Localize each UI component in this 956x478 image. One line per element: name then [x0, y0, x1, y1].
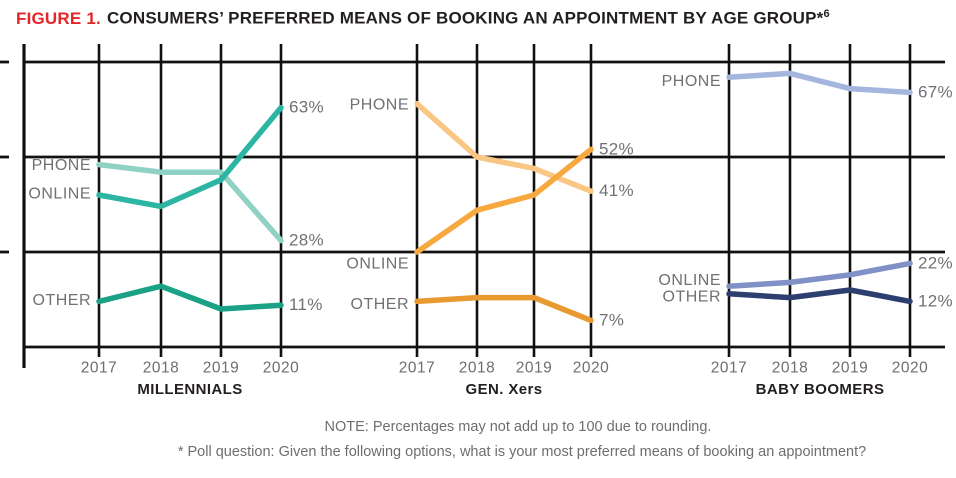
figure-number: FIGURE 1. [16, 8, 101, 28]
gen-xers-phone-value: 41% [599, 181, 634, 200]
gen-xers-online-value: 52% [599, 139, 634, 158]
gen-xers-phone-line [414, 101, 594, 194]
gen-xers-online-label: ONLINE [346, 256, 409, 273]
gen-xers-online-line [414, 146, 594, 255]
gen-xers-year-label: 2017 [399, 359, 435, 376]
gen-xers-year-label: 2018 [459, 359, 495, 376]
baby-boomers-online-value: 22% [918, 253, 953, 272]
baby-boomers-year-label: 2020 [892, 359, 928, 376]
panel-title-baby-boomers: BABY BOOMERS [755, 381, 885, 398]
baby-boomers-other-value: 12% [918, 291, 953, 310]
chart-labels: 2017 2018 2019 2020 PHONE 28% ONLINE 63% OTHER 11… [28, 73, 953, 377]
gen-xers-other-line [414, 294, 594, 324]
baby-boomers-phone-line [726, 70, 913, 96]
gen-xers-phone-label: PHONE [350, 96, 409, 113]
millennials-other-line [96, 283, 284, 312]
millennials-phone-label: PHONE [32, 157, 91, 174]
millennials-year-label: 2017 [81, 359, 117, 376]
baby-boomers-online-line [726, 260, 913, 289]
millennials-online-value: 63% [289, 98, 324, 117]
millennials-online-line [96, 104, 284, 210]
panel-title-gen-xers: GEN. Xers [465, 381, 543, 398]
millennials-year-label: 2018 [143, 359, 179, 376]
gen-xers-other-value: 7% [599, 310, 624, 329]
baby-boomers-online-label: ONLINE [658, 272, 721, 289]
millennials-year-label: 2019 [203, 359, 239, 376]
millennials-online-label: ONLINE [28, 186, 91, 203]
millennials-other-label: OTHER [33, 292, 92, 309]
horizontal-gridlines [0, 44, 945, 368]
baby-boomers-other-line [726, 287, 913, 305]
vertical-gridlines [97, 44, 912, 357]
gen-xers-other-label: OTHER [351, 296, 410, 313]
millennials-year-label: 2020 [263, 359, 299, 376]
millennials-other-value: 11% [289, 295, 323, 314]
millennials-phone-line [96, 161, 284, 244]
baby-boomers-other-label: OTHER [663, 288, 722, 305]
series-lines [96, 70, 913, 324]
figure-title-text: CONSUMERS’ PREFERRED MEANS OF BOOKING AN… [106, 8, 824, 28]
gen-xers-year-label: 2020 [573, 359, 609, 376]
baby-boomers-year-label: 2019 [832, 359, 868, 376]
millennials-phone-value: 28% [289, 231, 324, 250]
panel-title-millennials: MILLENNIALS [137, 381, 243, 398]
note-poll-question: * Poll question: Given the following opt… [177, 444, 867, 460]
gen-xers-year-label: 2019 [516, 359, 552, 376]
baby-boomers-phone-value: 67% [918, 82, 953, 101]
figure-title-superscript: 6 [823, 8, 830, 20]
note-rounding: NOTE: Percentages may not add up to 100 … [324, 419, 712, 435]
baby-boomers-phone-label: PHONE [662, 73, 721, 90]
baby-boomers-year-label: 2018 [772, 359, 808, 376]
baby-boomers-year-label: 2017 [711, 359, 747, 376]
figure-title: FIGURE 1. CONSUMERS’ PREFERRED MEANS OF B… [16, 8, 830, 29]
